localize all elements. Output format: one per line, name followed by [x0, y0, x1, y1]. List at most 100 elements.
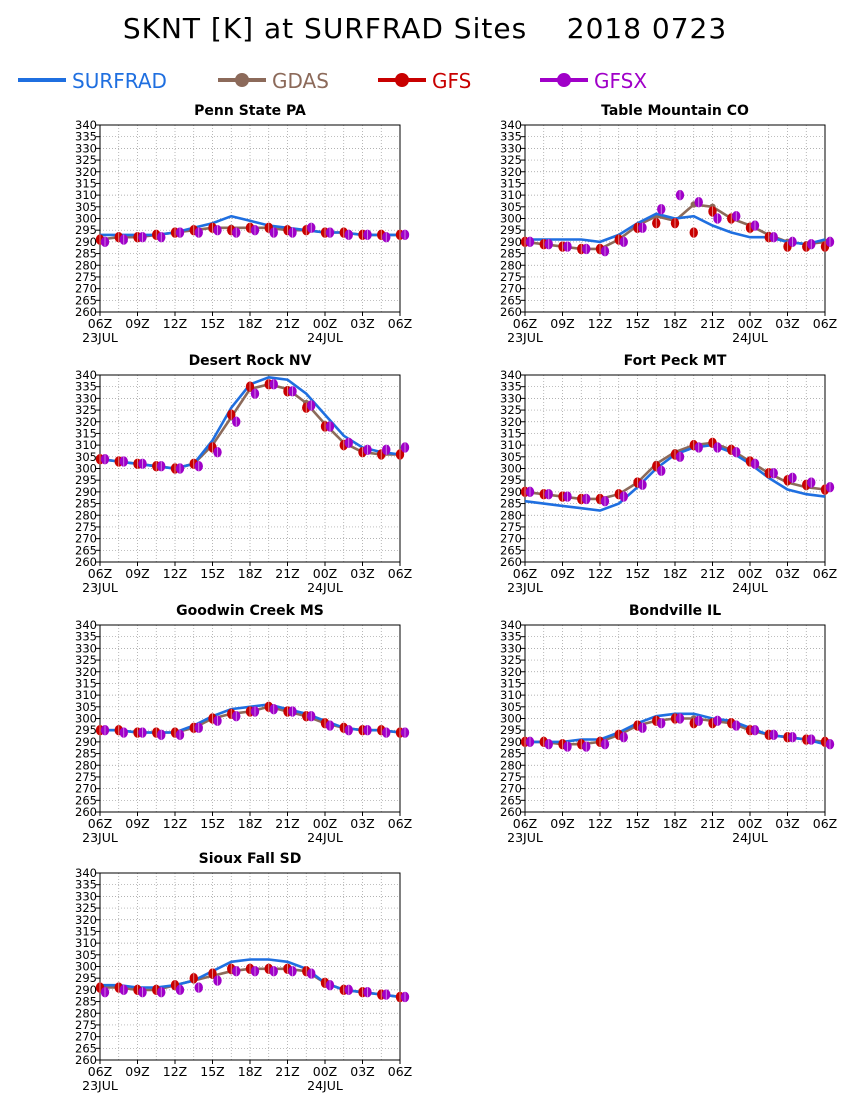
x-tick-label: 09Z	[125, 1064, 149, 1079]
y-tick-label: 340	[500, 368, 522, 382]
y-tick-label: 295	[500, 223, 522, 237]
panel-fort-peck-mt: Fort Peck MT2602652702752802852902953003…	[500, 353, 837, 595]
y-tick-label: 320	[500, 165, 522, 179]
y-tick-label: 265	[75, 293, 97, 307]
y-tick-label: 335	[75, 878, 97, 892]
y-tick-label: 325	[75, 403, 97, 417]
x-tick-label: 00Z	[738, 316, 762, 331]
x-tick-label: 09Z	[125, 316, 149, 331]
series-gfsx	[525, 442, 835, 507]
x-tick-label: 12Z	[588, 816, 612, 831]
x-tick-label: 09Z	[125, 566, 149, 581]
y-tick-label: 325	[75, 901, 97, 915]
panel-title: Fort Peck MT	[624, 353, 727, 369]
date-label: 24JUL	[307, 1078, 343, 1093]
panel-title: Table Mountain CO	[601, 103, 749, 119]
y-tick-label: 335	[500, 130, 522, 144]
y-tick-label: 275	[75, 520, 97, 534]
y-tick-label: 305	[75, 450, 97, 464]
y-tick-label: 340	[75, 368, 97, 382]
x-tick-label: 00Z	[313, 566, 337, 581]
y-tick-label: 265	[500, 793, 522, 807]
grid	[525, 374, 825, 563]
y-tick-label: 335	[75, 630, 97, 644]
y-tick-label: 285	[500, 497, 522, 511]
y-tick-label: 290	[500, 235, 522, 249]
x-tick-label: 06Z	[88, 316, 112, 331]
x-tick-label: 18Z	[238, 566, 262, 581]
date-label: 23JUL	[507, 830, 543, 845]
x-tick-label: 21Z	[700, 816, 724, 831]
panel-title: Bondville IL	[629, 603, 721, 619]
x-tick-label: 21Z	[275, 316, 299, 331]
y-tick-label: 300	[500, 212, 522, 226]
x-tick-label: 15Z	[625, 316, 649, 331]
series-gfsx	[525, 189, 835, 257]
y-tick-label: 320	[75, 165, 97, 179]
y-tick-label: 285	[75, 247, 97, 261]
x-tick-label: 03Z	[350, 1064, 374, 1079]
x-tick-label: 18Z	[238, 816, 262, 831]
x-tick-label: 12Z	[588, 566, 612, 581]
y-tick-label: 310	[75, 936, 97, 950]
series-gfsx	[100, 965, 410, 1003]
y-tick-label: 320	[75, 415, 97, 429]
y-tick-label: 290	[500, 485, 522, 499]
y-tick-label: 325	[500, 153, 522, 167]
y-tick-label: 290	[75, 235, 97, 249]
panel-title: Penn State PA	[194, 103, 306, 119]
y-tick-label: 280	[500, 508, 522, 522]
x-tick-label: 03Z	[350, 816, 374, 831]
legend-marker	[557, 73, 571, 87]
y-tick-label: 260	[75, 305, 97, 319]
y-tick-label: 305	[500, 450, 522, 464]
panel-goodwin-creek-ms: Goodwin Creek MS 260265270275280285290295…	[75, 603, 412, 845]
legend-marker	[395, 73, 409, 87]
x-tick-label: 12Z	[163, 1064, 187, 1079]
y-tick-label: 310	[75, 188, 97, 202]
x-tick-label: 18Z	[238, 1064, 262, 1079]
y-tick-label: 290	[75, 485, 97, 499]
date-label: 24JUL	[732, 830, 768, 845]
y-tick-label: 315	[75, 176, 97, 190]
y-tick-label: 260	[75, 555, 97, 569]
x-tick-label: 06Z	[813, 566, 837, 581]
x-tick-label: 00Z	[738, 566, 762, 581]
date-label: 23JUL	[82, 1078, 118, 1093]
legend-label: SURFRAD	[72, 69, 167, 93]
y-tick-label: 310	[500, 688, 522, 702]
date-label: 23JUL	[507, 330, 543, 345]
y-tick-label: 305	[75, 200, 97, 214]
date-label: 24JUL	[307, 580, 343, 595]
y-tick-label: 315	[75, 924, 97, 938]
y-tick-label: 305	[500, 200, 522, 214]
y-tick-label: 285	[75, 995, 97, 1009]
date-label: 23JUL	[82, 330, 118, 345]
y-tick-label: 270	[75, 782, 97, 796]
y-tick-label: 335	[500, 630, 522, 644]
y-tick-label: 280	[75, 258, 97, 272]
panel-bondville-il: Bondville IL2602652702752802852902953003…	[500, 603, 837, 845]
date-label: 23JUL	[82, 830, 118, 845]
y-tick-label: 325	[500, 403, 522, 417]
y-tick-label: 295	[500, 723, 522, 737]
x-tick-label: 18Z	[663, 316, 687, 331]
y-tick-label: 290	[500, 735, 522, 749]
y-tick-label: 330	[500, 641, 522, 655]
legend-item-gfs: GFS	[378, 69, 471, 93]
grid	[100, 624, 400, 813]
y-tick-label: 295	[75, 971, 97, 985]
y-tick-label: 335	[75, 380, 97, 394]
x-tick-label: 06Z	[388, 566, 412, 581]
page-title: SKNT [K] at SURFRAD Sites 2018 0723	[122, 12, 728, 45]
x-tick-label: 03Z	[775, 566, 799, 581]
x-tick-label: 00Z	[313, 1064, 337, 1079]
legend-label: GFS	[432, 69, 471, 93]
y-tick-label: 290	[75, 735, 97, 749]
x-tick-label: 03Z	[775, 316, 799, 331]
y-tick-label: 330	[75, 391, 97, 405]
legend-label: GFSX	[594, 69, 647, 93]
x-tick-label: 06Z	[88, 566, 112, 581]
x-tick-label: 15Z	[200, 566, 224, 581]
